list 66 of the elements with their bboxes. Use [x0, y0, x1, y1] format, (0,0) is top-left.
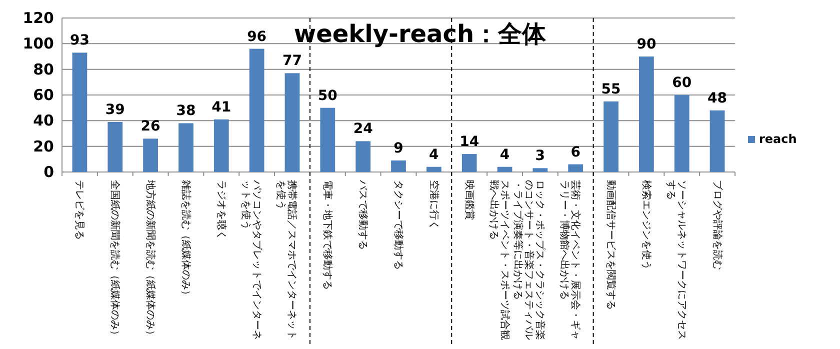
y-tick-label: 120 — [22, 9, 54, 27]
data-label: 55 — [601, 81, 621, 98]
chart-title: weekly-reach：全体 — [294, 20, 548, 48]
x-tick-label: 全国紙の新聞を読む（紙媒体のみ） — [109, 180, 122, 340]
data-label: 50 — [318, 88, 338, 104]
bar — [178, 123, 194, 172]
data-label: 38 — [176, 103, 196, 120]
bar — [143, 138, 158, 172]
bar — [249, 48, 264, 172]
bar — [214, 119, 229, 172]
y-tick-label: 0 — [44, 163, 54, 181]
data-label: 77 — [282, 53, 302, 70]
x-tick-label: パソコンやタブレットでインターネットを使う — [240, 179, 263, 340]
bar — [532, 168, 548, 172]
bar — [108, 122, 123, 172]
x-tick-label: ソーシャルネットワークにアクセスする — [664, 180, 687, 340]
data-label: 6 — [570, 144, 580, 160]
data-label: 3 — [535, 148, 546, 164]
data-label: 96 — [247, 28, 267, 45]
x-tick-label: 検索エンジンを使う — [640, 180, 652, 270]
x-tick-label: 空港に行く — [428, 180, 440, 230]
data-label: 90 — [636, 36, 656, 52]
data-label: 41 — [212, 99, 232, 116]
y-tick-label: 60 — [33, 86, 54, 104]
data-label: 14 — [460, 134, 480, 150]
data-label: 39 — [105, 102, 125, 118]
x-tick-label: ロック・ポップス・クラシック音楽のコンサート・音楽フェスティバル・ライブ演奏等に出かける — [512, 180, 546, 340]
x-tick-label: 電車・地下鉄で移動する — [322, 180, 334, 290]
x-tick-label: テレビを見る — [74, 180, 85, 240]
x-tick-label: 動画配信サービスを閲覧する — [605, 180, 618, 310]
bar — [356, 141, 371, 172]
bar — [674, 95, 690, 172]
y-tick-label: 20 — [33, 137, 54, 156]
data-label: 4 — [429, 146, 440, 163]
bar — [320, 108, 336, 172]
x-tick-label: ラジオを聴く — [215, 180, 228, 240]
x-tick-label: 携帯電話／スマホでインターネットを使う — [275, 180, 298, 340]
data-label: 26 — [140, 118, 160, 135]
x-tick-label: ブログや評論を読む — [711, 180, 724, 270]
x-tick-label: バスで移動する — [357, 179, 370, 250]
y-tick-label: 100 — [22, 34, 54, 53]
data-label: 4 — [500, 146, 510, 163]
x-tick-label: 映画鑑賞 — [463, 180, 476, 220]
x-tick-label: 地方紙の新聞を読む（紙媒体のみ） — [144, 179, 157, 340]
bar — [462, 154, 477, 172]
bar — [568, 164, 584, 172]
y-tick-label: 80 — [33, 60, 54, 78]
data-label: 48 — [708, 90, 728, 106]
bar — [391, 160, 406, 172]
data-label: 60 — [672, 75, 692, 91]
bar — [284, 73, 300, 172]
bar — [72, 52, 88, 172]
bar — [604, 101, 618, 172]
bar — [426, 166, 442, 172]
legend-label: reach — [759, 132, 797, 146]
data-label: 24 — [353, 121, 374, 138]
x-tick-label: スポーツイベント・スポーツ試合観戦へ出かける — [488, 180, 511, 340]
x-tick-label: タクシーで移動する — [392, 180, 404, 270]
x-tick-label: 芸術・文化イベント・展示会・ギャラリー・博物館へ出かける — [558, 180, 582, 340]
data-label: 93 — [70, 32, 90, 49]
bar — [497, 166, 512, 172]
bar — [639, 56, 654, 172]
bar — [710, 110, 725, 172]
x-tick-label: 雑誌を読む（紙媒体のみ） — [180, 180, 192, 300]
data-label: 9 — [394, 140, 404, 156]
y-tick-label: 40 — [33, 112, 54, 130]
